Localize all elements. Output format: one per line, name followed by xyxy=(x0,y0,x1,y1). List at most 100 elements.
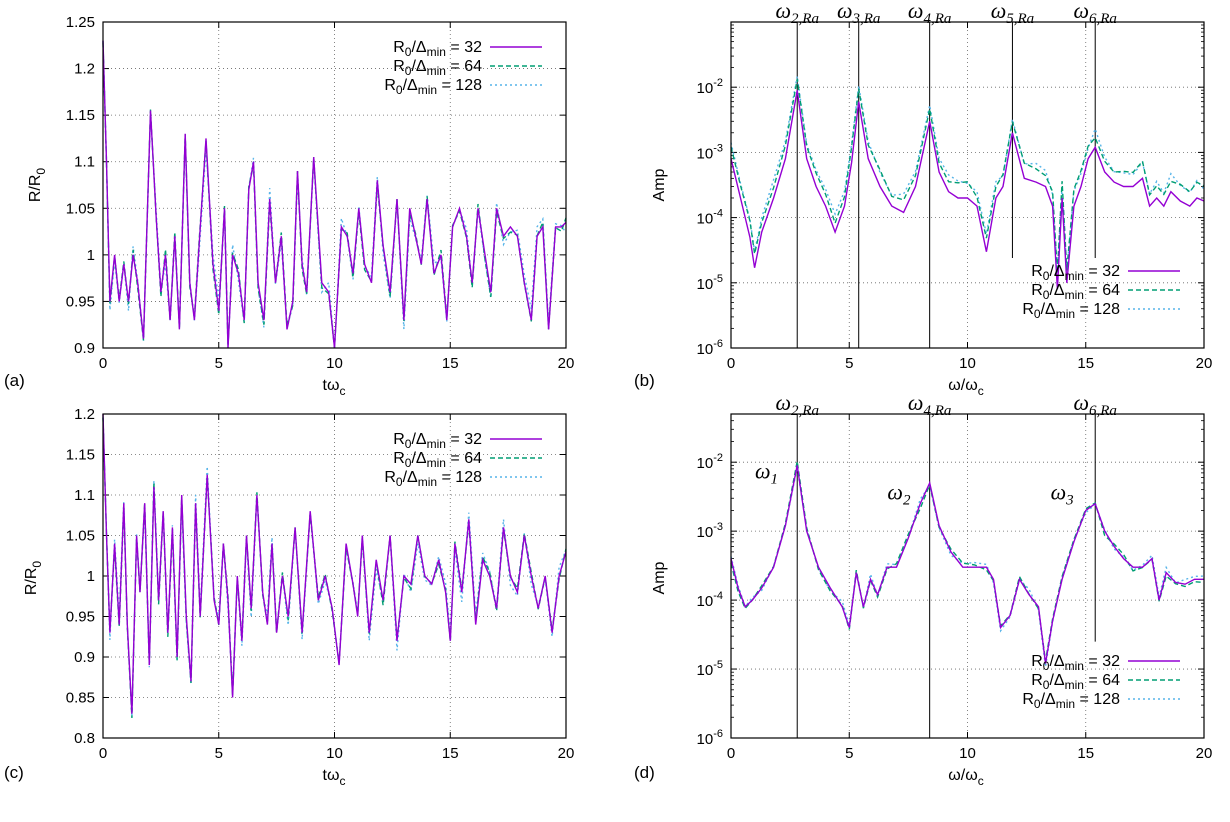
y-tick-label: 1.05 xyxy=(66,200,95,217)
x-tick-label: 5 xyxy=(215,355,223,372)
x-tick-label: 0 xyxy=(99,745,107,762)
x-tick-label: 5 xyxy=(845,745,853,762)
y-tick-label: 0.85 xyxy=(66,690,95,707)
legend-label: R0/Δmin = 128 xyxy=(1022,301,1120,321)
legend-label: R0/Δmin = 64 xyxy=(393,58,482,78)
y-tick-label: 0.95 xyxy=(66,293,95,310)
y-axis-label: Amp xyxy=(651,561,668,594)
x-axis-label: tωc xyxy=(323,767,346,788)
x-tick-label: 20 xyxy=(558,355,575,372)
x-tick-label: 0 xyxy=(99,355,107,372)
y-tick-label: 1.25 xyxy=(66,14,95,31)
x-tick-label: 20 xyxy=(1196,355,1213,372)
panel-2: 0 5 10 15 20 0.8 0.85 0.9 0.95 1 1.05 1.1 1.15 1.2 R0/… xyxy=(4,406,574,788)
legend-label: R0/Δmin = 64 xyxy=(1031,672,1120,692)
x-tick-label: 0 xyxy=(727,745,735,762)
x-tick-label: 10 xyxy=(959,355,976,372)
y-tick-label: 10-6 xyxy=(697,728,723,748)
plot-frame xyxy=(102,413,567,739)
legend-label: R0/Δmin = 32 xyxy=(393,431,482,451)
y-tick-label: 1.2 xyxy=(74,406,95,423)
y-axis-label: R/R0 xyxy=(23,561,44,596)
resonance-label: ω5,Ra xyxy=(991,0,1034,27)
plot-frame xyxy=(102,21,567,349)
resonance-label: ω2,Ra xyxy=(775,0,818,27)
peak-label: ω1 xyxy=(755,459,778,488)
legend-label: R0/Δmin = 32 xyxy=(393,39,482,59)
plot-frame xyxy=(730,21,1205,349)
x-tick-label: 15 xyxy=(1077,355,1094,372)
y-tick-label: 0.95 xyxy=(66,609,95,626)
y-tick-label: 1.15 xyxy=(66,447,95,464)
legend-label: R0/Δmin = 32 xyxy=(1031,263,1120,283)
legend-label: R0/Δmin = 128 xyxy=(384,469,482,489)
series-line-32 xyxy=(730,465,1204,664)
grid xyxy=(731,22,1204,349)
peak-label: ω2 xyxy=(887,479,911,508)
peak-label: ω3 xyxy=(1051,479,1074,508)
resonance-label: ω4,Ra xyxy=(908,390,951,419)
y-tick-label: 1 xyxy=(87,568,95,585)
series-line-32 xyxy=(730,90,1205,290)
x-tick-label: 5 xyxy=(215,745,223,762)
y-tick-label: 10-4 xyxy=(697,590,723,610)
y-tick-label: 0.9 xyxy=(74,649,95,666)
y-tick-label: 10-5 xyxy=(697,659,723,679)
legend-label: R0/Δmin = 32 xyxy=(1031,653,1120,673)
y-tick-label: 10-6 xyxy=(697,338,723,358)
x-tick-label: 20 xyxy=(558,745,575,762)
series-line-64 xyxy=(730,78,1205,273)
y-tick-label: 0.8 xyxy=(74,730,95,747)
x-tick-label: 15 xyxy=(442,745,459,762)
x-tick-label: 20 xyxy=(1196,745,1213,762)
series-line-32 xyxy=(102,413,567,714)
x-tick-label: 15 xyxy=(442,355,459,372)
legend-label: R0/Δmin = 128 xyxy=(1022,691,1120,711)
y-tick-label: 1.2 xyxy=(74,61,95,78)
x-tick-label: 5 xyxy=(845,355,853,372)
x-tick-label: 10 xyxy=(326,355,343,372)
series-line-64 xyxy=(730,461,1205,662)
x-axis-label: ω/ωc xyxy=(948,377,983,398)
resonance-label: ω4,Ra xyxy=(908,0,951,27)
y-tick-label: 1.15 xyxy=(66,107,95,124)
panel-0: 0 5 10 15 20 0.9 0.95 1 1.05 1.1 1.15 1.2 1.25 R0/Δmi… xyxy=(4,14,574,398)
x-tick-label: 10 xyxy=(959,745,976,762)
x-tick-label: 15 xyxy=(1077,745,1094,762)
x-axis-label: ω/ωc xyxy=(948,767,983,788)
resonance-label: ω3,Ra xyxy=(837,0,880,27)
grid xyxy=(731,414,1204,739)
y-tick-label: 1.1 xyxy=(74,487,95,504)
y-tick-label: 10-4 xyxy=(697,208,723,228)
series-line-128 xyxy=(730,467,1205,667)
panel-label: (a) xyxy=(4,371,25,390)
legend-label: R0/Δmin = 64 xyxy=(1031,282,1120,302)
panel-label: (b) xyxy=(634,371,655,390)
legend-label: R0/Δmin = 128 xyxy=(384,77,482,97)
panel-label: (c) xyxy=(4,763,24,782)
resonance-label: ω6,Ra xyxy=(1073,390,1116,419)
resonance-label: ω2,Ra xyxy=(775,390,818,419)
series-line-128 xyxy=(102,418,567,717)
y-tick-label: 10-3 xyxy=(697,142,723,162)
x-tick-label: 10 xyxy=(326,745,343,762)
y-tick-label: 1.1 xyxy=(74,154,95,171)
x-axis-label: tωc xyxy=(323,377,346,398)
grid xyxy=(103,21,566,349)
y-tick-label: 1 xyxy=(87,247,95,264)
y-tick-label: 0.9 xyxy=(74,340,95,357)
plot-frame xyxy=(730,413,1205,739)
y-axis-label: Amp xyxy=(651,168,668,201)
resonance-label: ω6,Ra xyxy=(1073,0,1116,27)
y-tick-label: 10-2 xyxy=(697,452,723,472)
y-tick-label: 10-5 xyxy=(697,273,723,293)
y-axis-label: R/R0 xyxy=(27,168,48,203)
grid xyxy=(103,413,566,739)
y-tick-label: 10-2 xyxy=(697,77,723,97)
y-tick-label: 1.05 xyxy=(66,528,95,545)
